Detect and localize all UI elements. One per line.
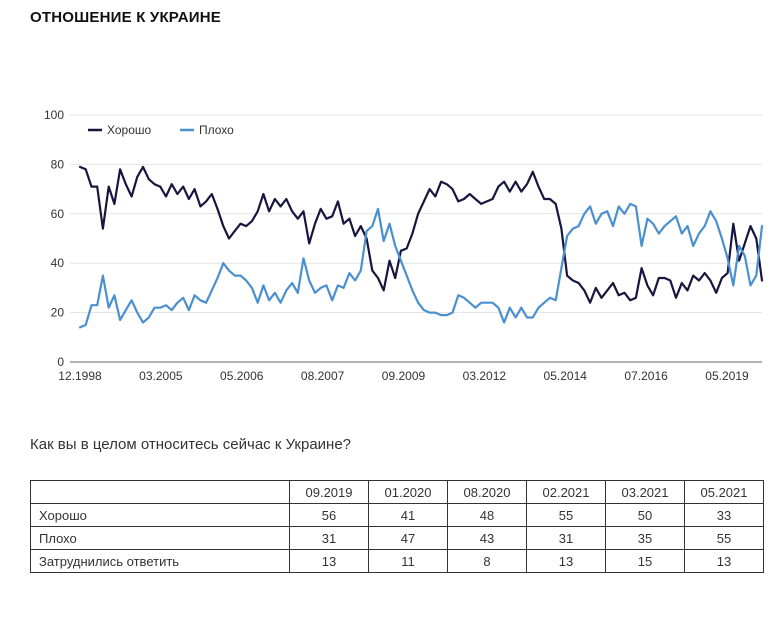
x-tick-label: 07.2016 <box>624 369 668 383</box>
table-cell: 15 <box>605 549 685 573</box>
x-tick-label: 03.2005 <box>139 369 183 383</box>
table-header-row: 09.2019 01.2020 08.2020 02.2021 03.2021 … <box>30 480 764 504</box>
table-cell: 43 <box>447 526 527 550</box>
x-tick-label: 05.2019 <box>705 369 749 383</box>
y-tick-label: 40 <box>51 256 65 270</box>
x-tick-label: 12.1998 <box>58 369 102 383</box>
column-header: 09.2019 <box>289 480 369 504</box>
x-tick-label: 05.2014 <box>544 369 588 383</box>
x-tick-label: 09.2009 <box>382 369 426 383</box>
series-line-bad <box>78 202 764 329</box>
y-tick-label: 80 <box>51 157 65 171</box>
page-title: ОТНОШЕНИЕ К УКРАИНЕ <box>30 9 221 26</box>
column-header: 08.2020 <box>447 480 527 504</box>
row-label: Затруднились ответить <box>30 549 290 573</box>
table-cell: 8 <box>447 549 527 573</box>
column-header: 01.2020 <box>368 480 448 504</box>
column-header: 05.2021 <box>684 480 764 504</box>
table-cell: 47 <box>368 526 448 550</box>
y-tick-label: 20 <box>51 306 65 320</box>
table-cell: 31 <box>289 526 369 550</box>
survey-question: Как вы в целом относитесь сейчас к Украи… <box>30 436 352 453</box>
table-cell: 50 <box>605 503 685 527</box>
table-row: Плохо 31 47 43 31 35 55 <box>30 526 764 550</box>
legend-label: Плохо <box>199 123 234 137</box>
column-header: 03.2021 <box>605 480 685 504</box>
line-chart: 0 20 40 60 80 100 12.1998 03.2005 05.2006 08.2007… <box>44 108 764 383</box>
table-cell: 11 <box>368 549 448 573</box>
table-cell: 31 <box>526 526 606 550</box>
series-line-good <box>78 165 764 304</box>
results-table: 09.2019 01.2020 08.2020 02.2021 03.2021 … <box>30 480 764 573</box>
row-label: Хорошо <box>30 503 290 527</box>
table-corner-cell <box>30 480 290 504</box>
table-cell: 13 <box>289 549 369 573</box>
y-tick-label: 60 <box>51 207 65 221</box>
table-cell: 55 <box>684 526 764 550</box>
table-cell: 13 <box>526 549 606 573</box>
x-tick-label: 05.2006 <box>220 369 264 383</box>
y-tick-label: 100 <box>44 108 64 122</box>
y-tick-label: 0 <box>57 355 64 369</box>
table-cell: 35 <box>605 526 685 550</box>
table-row: Хорошо 56 41 48 55 50 33 <box>30 503 764 527</box>
x-tick-label: 03.2012 <box>463 369 507 383</box>
table-cell: 48 <box>447 503 527 527</box>
table-row: Затруднились ответить 13 11 8 13 15 13 <box>30 549 764 573</box>
x-tick-label: 08.2007 <box>301 369 345 383</box>
table-cell: 13 <box>684 549 764 573</box>
table-cell: 55 <box>526 503 606 527</box>
table-cell: 56 <box>289 503 369 527</box>
row-label: Плохо <box>30 526 290 550</box>
legend-label: Хорошо <box>107 123 152 137</box>
table-cell: 33 <box>684 503 764 527</box>
table-cell: 41 <box>368 503 448 527</box>
column-header: 02.2021 <box>526 480 606 504</box>
